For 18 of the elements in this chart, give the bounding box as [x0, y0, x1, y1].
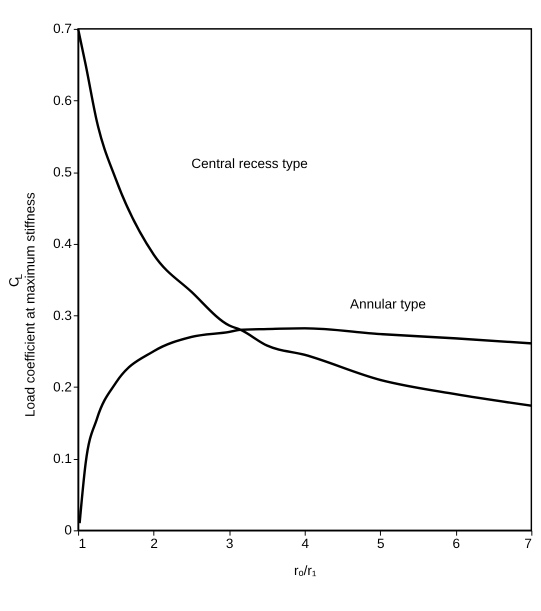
x-tick-label: 6: [452, 536, 460, 552]
x-tick-label: 1: [78, 536, 86, 552]
y-tick-label: 0.3: [53, 308, 72, 323]
y-tick-label: 0.4: [53, 236, 72, 252]
y-tick-label: 0: [64, 522, 72, 538]
x-tick-label: 2: [150, 536, 158, 552]
y-tick-label: 0.7: [53, 21, 72, 36]
annotation: Annular type: [350, 296, 426, 312]
x-axis-title: rₒ/r₁: [294, 563, 317, 578]
x-tick-label: 4: [301, 536, 310, 552]
y-tick-label: 0.2: [53, 379, 72, 394]
x-tick-label: 7: [524, 536, 532, 552]
x-tick-label: 5: [377, 536, 385, 552]
annotation: Central recess type: [191, 156, 308, 172]
y-tick-label: 0.5: [53, 164, 72, 180]
y-tick-label: 0.1: [53, 451, 72, 466]
x-tick-label: 3: [226, 536, 234, 552]
y-tick-label: 0.6: [53, 92, 72, 108]
